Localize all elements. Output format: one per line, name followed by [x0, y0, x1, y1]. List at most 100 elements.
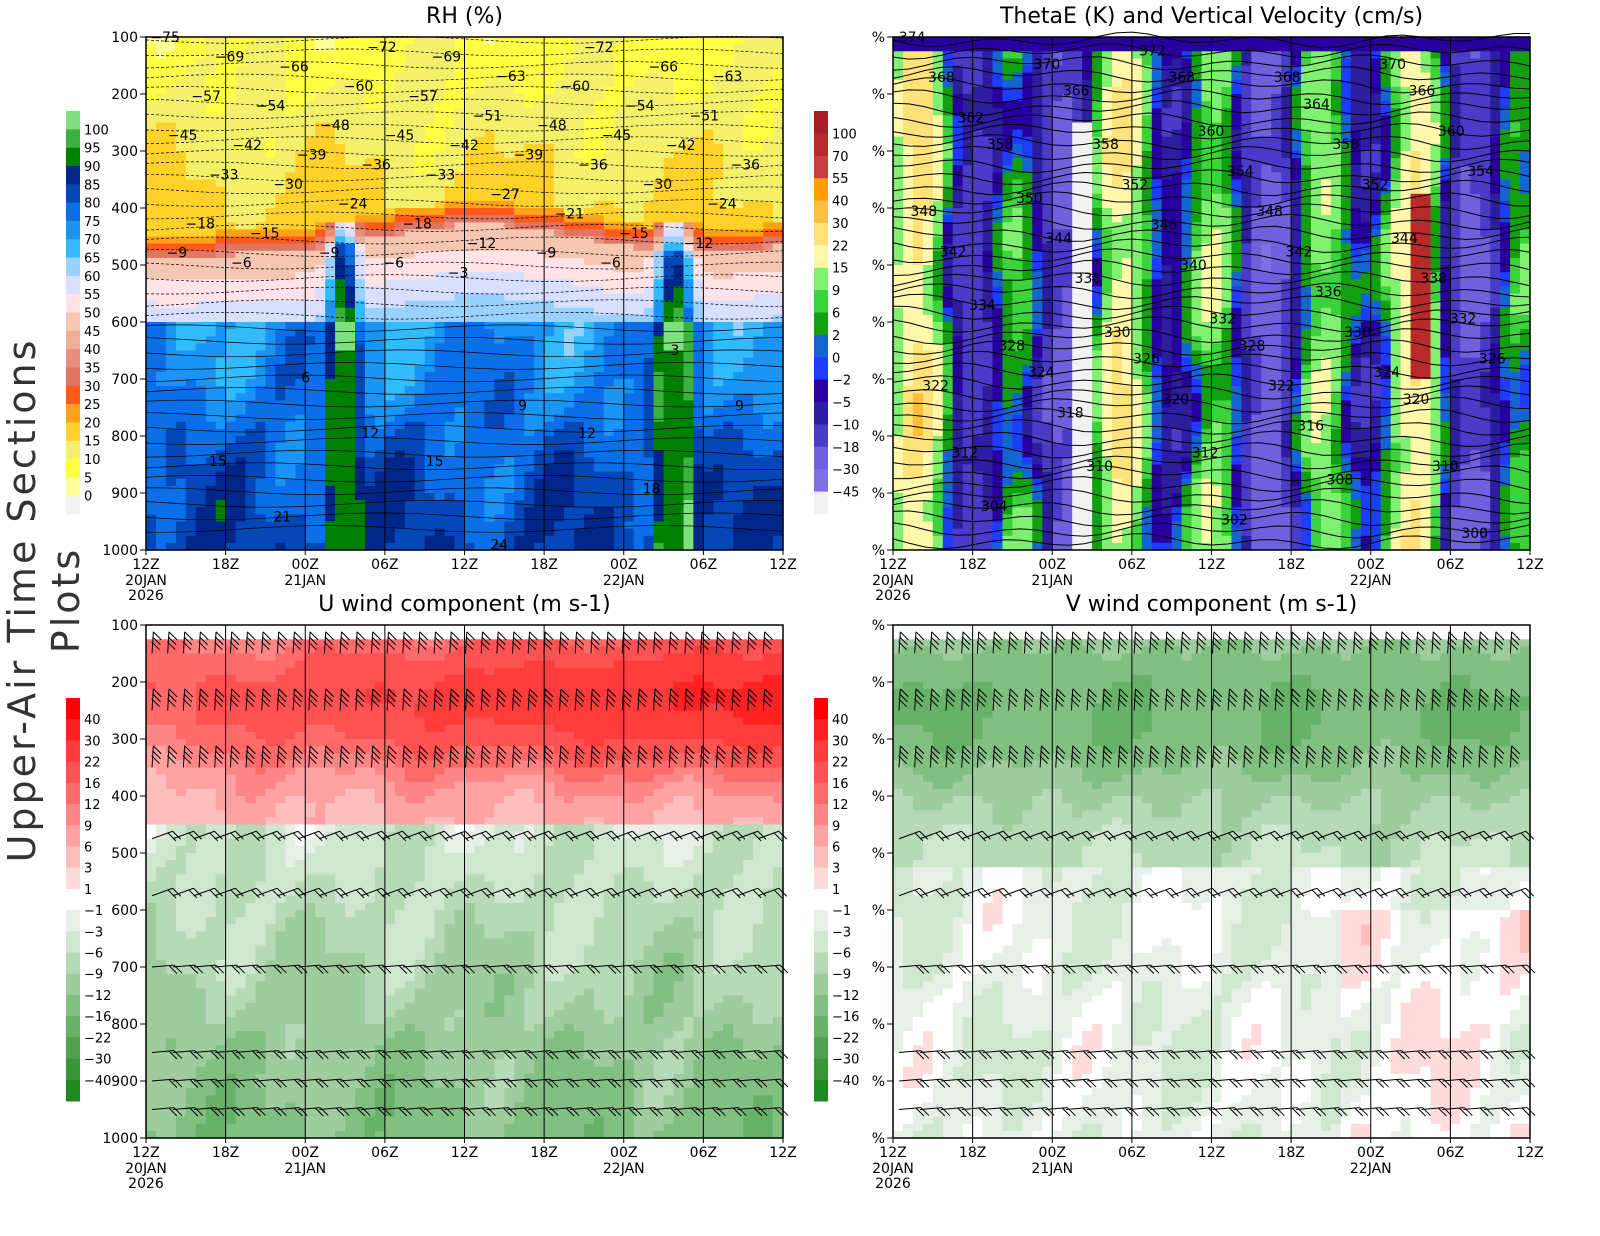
field-cell	[245, 101, 257, 109]
field-cell	[165, 293, 177, 302]
field-cell	[245, 528, 257, 537]
field-cell	[544, 521, 555, 530]
field-cell	[893, 136, 904, 145]
field-cell	[165, 257, 177, 266]
field-cell	[593, 400, 605, 409]
field-cell	[315, 79, 326, 88]
field-cell	[444, 314, 456, 323]
field-cell	[374, 65, 386, 74]
field-cell	[514, 485, 525, 494]
field-cell	[593, 379, 605, 387]
field-cell	[583, 186, 595, 195]
field-cell	[255, 322, 267, 330]
field-cell	[574, 193, 585, 202]
field-cell	[454, 72, 466, 81]
field-cell	[295, 428, 306, 437]
field-cell	[673, 300, 685, 309]
field-cell	[683, 293, 695, 302]
field-cell	[335, 108, 346, 116]
field-cell	[374, 58, 386, 67]
field-cell	[673, 72, 685, 81]
field-cell	[773, 229, 784, 238]
field-cell	[593, 407, 605, 416]
field-cell	[146, 179, 157, 188]
field-cell	[185, 300, 197, 309]
field-cell	[623, 250, 635, 259]
field-cell	[414, 272, 426, 280]
field-cell	[554, 79, 565, 88]
field-cell	[195, 215, 207, 223]
field-cell	[753, 222, 764, 230]
field-cell	[175, 293, 187, 302]
field-cell	[384, 364, 396, 373]
field-cell	[215, 215, 227, 223]
field-cell	[434, 514, 446, 523]
field-cell	[175, 457, 187, 466]
field-cell	[623, 507, 635, 515]
field-cell	[315, 500, 326, 508]
field-cell	[325, 44, 336, 52]
field-cell	[484, 343, 495, 352]
field-cell	[893, 371, 904, 380]
field-cell	[613, 507, 625, 515]
field-cell	[743, 357, 754, 366]
field-cell	[175, 151, 187, 159]
field-cell	[156, 108, 167, 116]
field-cell	[514, 257, 525, 266]
field-cell	[325, 421, 336, 430]
colorbar-swatch	[66, 367, 80, 387]
field-cell	[185, 222, 197, 230]
field-cell	[524, 485, 535, 494]
field-cell	[205, 208, 217, 216]
field-cell	[564, 236, 575, 245]
field-cell	[185, 108, 197, 116]
field-cell	[185, 457, 197, 466]
field-cell	[156, 300, 167, 309]
field-cell	[325, 51, 336, 59]
field-cell	[534, 514, 545, 523]
field-cell	[365, 400, 376, 409]
field-cell	[713, 208, 724, 216]
field-cell	[414, 400, 426, 409]
field-cell	[146, 336, 157, 344]
field-cell	[345, 322, 356, 330]
field-cell	[544, 464, 555, 473]
field-cell	[643, 450, 655, 458]
field-cell	[583, 493, 595, 501]
field-cell	[295, 272, 306, 280]
field-cell	[156, 58, 167, 67]
field-cell	[544, 443, 555, 451]
field-cell	[345, 307, 356, 316]
field-cell	[464, 357, 476, 366]
field-cell	[893, 379, 904, 387]
field-cell	[195, 122, 207, 131]
field-cell	[454, 215, 466, 223]
field-cell	[146, 79, 157, 88]
field-cell	[474, 51, 486, 59]
field-cell	[893, 521, 904, 530]
field-cell	[305, 172, 316, 181]
field-cell	[185, 357, 197, 366]
field-cell	[444, 478, 456, 487]
field-cell	[613, 165, 625, 173]
contour-line	[145, 111, 784, 119]
field-cell	[893, 364, 904, 373]
field-cell	[893, 101, 904, 109]
field-cell	[554, 122, 565, 131]
field-cell	[773, 65, 784, 74]
field-cell	[544, 379, 555, 387]
field-cell	[384, 407, 396, 416]
field-cell	[464, 542, 476, 551]
field-cell	[574, 350, 585, 359]
field-cell	[414, 428, 426, 437]
contour-line	[145, 299, 784, 307]
field-cell	[673, 493, 685, 501]
field-cell	[723, 485, 734, 494]
field-cell	[345, 58, 356, 67]
field-cell	[613, 521, 625, 530]
field-cell	[643, 51, 655, 59]
field-cell	[315, 222, 326, 230]
field-cell	[374, 115, 386, 124]
field-cell	[175, 37, 187, 45]
field-cell	[753, 94, 764, 102]
